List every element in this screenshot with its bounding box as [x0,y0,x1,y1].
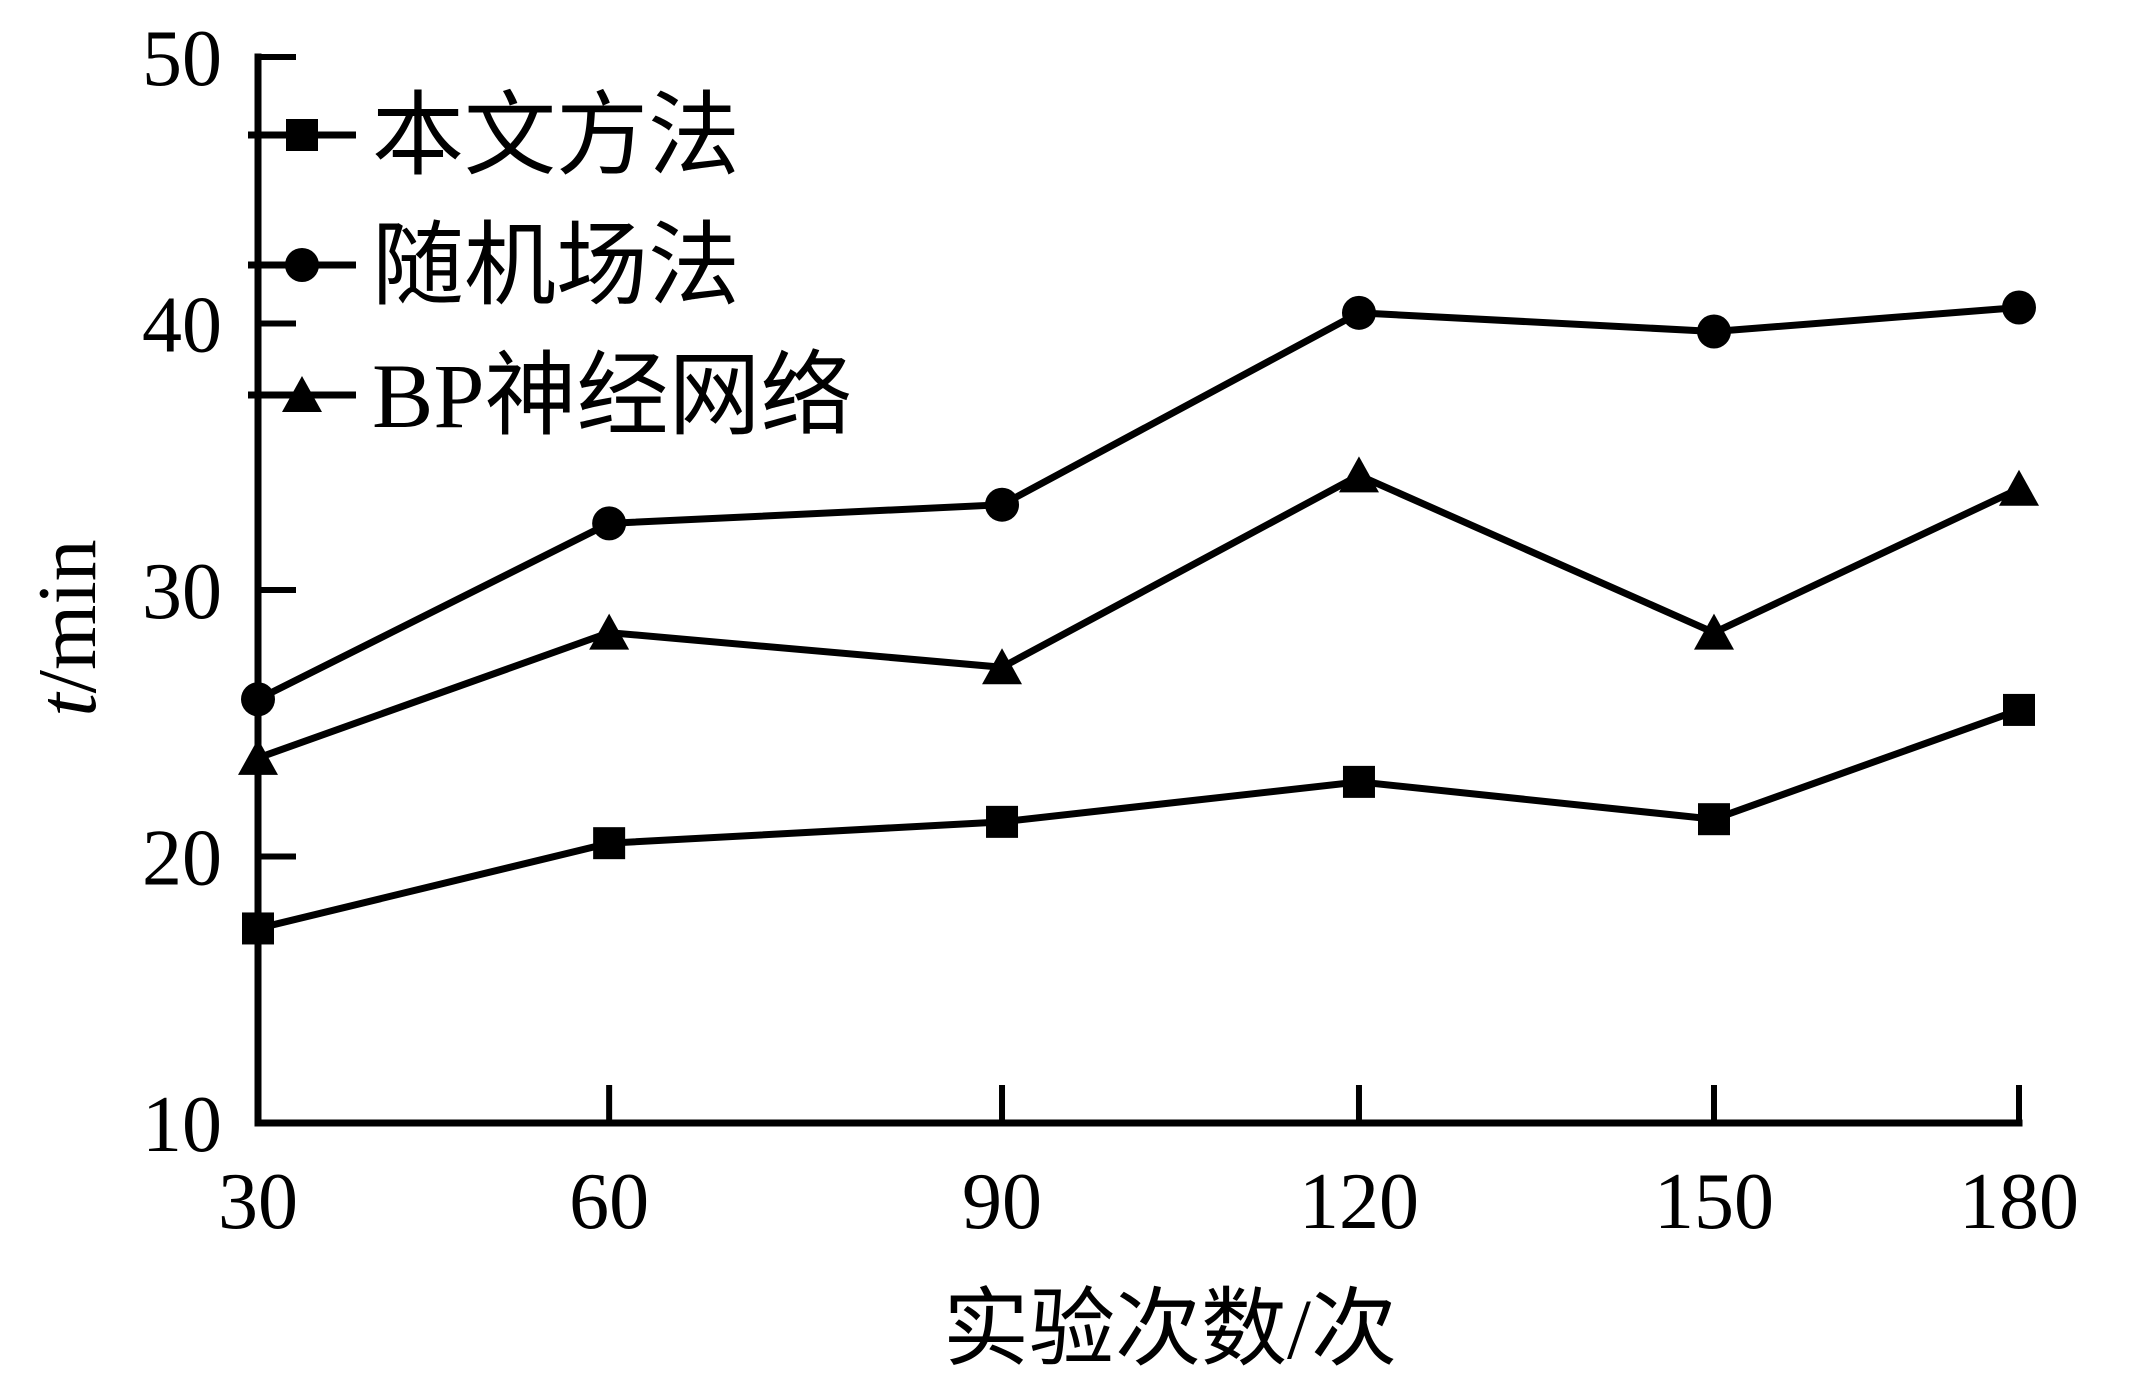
data-point-triangle [1999,469,2039,506]
y-axis-title: t/min [21,539,114,716]
legend-marker-square [286,119,318,151]
data-point-square [593,827,626,860]
data-point-triangle [589,613,630,650]
data-point-square [986,805,1019,838]
data-point-circle [1696,314,1731,349]
legend-item: BP神经网络 [248,345,853,447]
y-tick-label: 40 [142,282,222,370]
series-square [242,693,2035,945]
axis-lines [254,53,2023,1127]
y-tick-label: 30 [142,548,222,636]
x-tick-label: 30 [218,1158,298,1246]
data-point-square [242,912,274,945]
data-point-square [1697,803,1730,836]
data-point-circle [985,487,1020,522]
legend-item: 本文方法 [248,85,740,187]
x-tick-label: 90 [962,1158,1042,1246]
y-axis-title-variable: t [21,691,114,717]
data-point-square [1342,765,1375,798]
data-series [238,290,2039,945]
data-point-triangle [1338,456,1379,493]
y-tick-label: 20 [142,815,222,903]
series-line [257,706,2021,932]
y-tick-label: 10 [142,1081,222,1169]
data-point-circle [1341,295,1376,330]
data-point-triangle [238,738,278,775]
data-point-square [2003,693,2035,726]
x-tick-label: 150 [1654,1158,1774,1246]
data-point-circle [592,506,627,541]
data-point-triangle [982,648,1023,685]
x-tick-label: 180 [1959,1158,2079,1246]
legend-label: 随机场法 [372,215,740,317]
series-triangle [238,456,2039,775]
x-tick-label: 60 [569,1158,649,1246]
axes: 10 20 30 40 50 30 60 90 120 150 180 [142,15,2079,1246]
series-line [256,471,2021,762]
legend-item: 随机场法 [248,215,740,317]
y-tick-label: 50 [142,15,222,103]
x-tick-label: 120 [1299,1158,1419,1246]
legend-marker-triangle [282,376,322,412]
y-axis-title-unit: /min [21,539,114,693]
data-point-triangle [1693,613,1734,650]
data-point-circle [2002,290,2036,325]
x-axis-title: 实验次数/次 [943,1281,1397,1377]
legend-label: 本文方法 [372,85,740,187]
legend-marker-circle [285,248,319,282]
data-point-circle [241,682,275,717]
series-circle [241,290,2036,717]
legend-label: BP神经网络 [372,345,853,447]
series-line [256,304,2020,703]
